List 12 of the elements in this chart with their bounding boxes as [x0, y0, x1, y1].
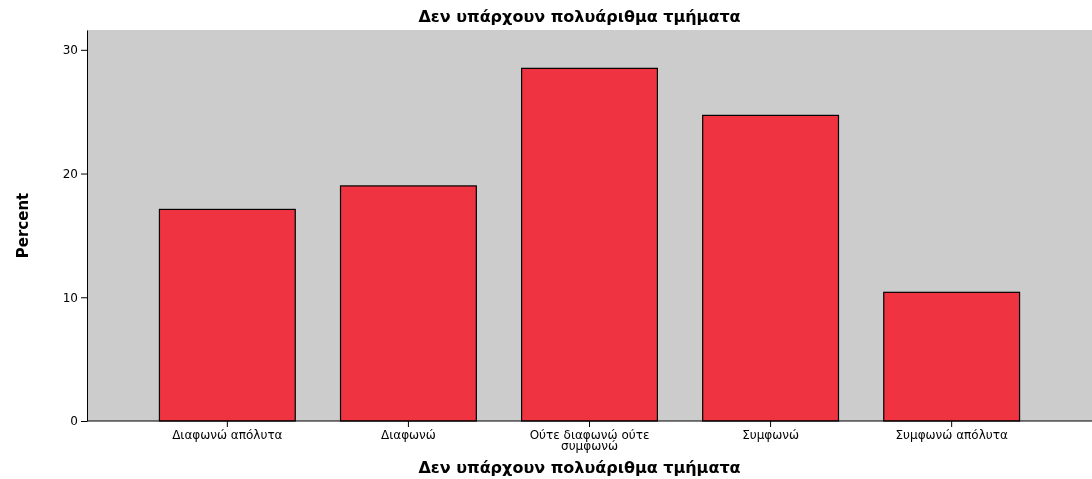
y-axis-title: Percent [14, 192, 32, 259]
x-tick-label: Ούτε διαφωνώ ούτε συμφωνώ [529, 427, 650, 453]
x-tick-label: Συμφωνώ [742, 427, 800, 442]
y-tick-label: 0 [70, 414, 78, 429]
x-tick-label: Διαφωνώ [380, 427, 436, 442]
y-tick-label: 20 [62, 166, 78, 181]
y-tick-label: 30 [62, 43, 78, 58]
y-tick-label: 10 [62, 290, 78, 305]
x-tick-label: Διαφωνώ απόλυτα [172, 427, 283, 442]
x-axis-title: Δεν υπάρχουν πολυάριθμα τμήματα [418, 458, 741, 477]
x-tick-label: Συμφωνώ απόλυτα [895, 427, 1008, 442]
chart-title: Δεν υπάρχουν πολυάριθμα τμήματα [418, 7, 741, 26]
